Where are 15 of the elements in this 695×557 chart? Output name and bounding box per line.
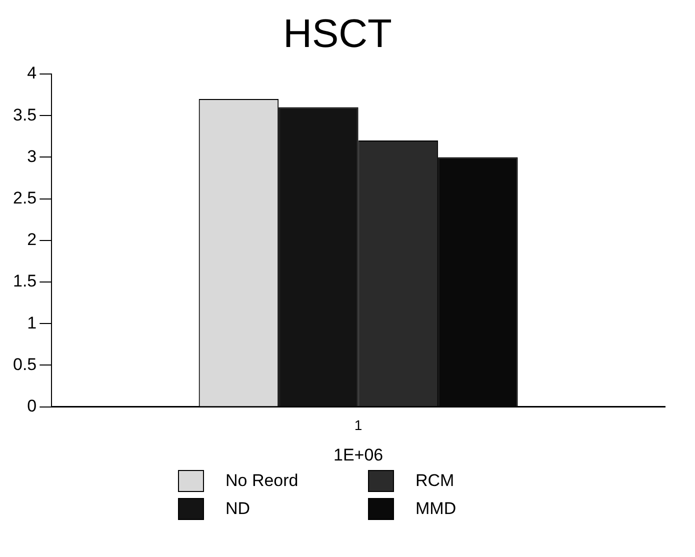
y-tick-label: 1	[27, 313, 37, 332]
x-axis-title: 1E+06	[333, 445, 384, 464]
legend-label: MMD	[416, 499, 456, 519]
y-tick-label: 0.5	[12, 354, 37, 374]
legend-label: No Reord	[226, 471, 298, 491]
y-tick-label: 3	[27, 146, 37, 166]
y-tick-label: 2.5	[12, 188, 37, 208]
y-tick-label: 1.5	[12, 272, 37, 291]
legend-label: RCM	[416, 471, 454, 491]
legend-label: ND	[226, 499, 250, 519]
chart-title: HSCT	[283, 12, 392, 56]
y-tick-label: 0	[27, 396, 37, 416]
y-tick-label: 4	[27, 64, 37, 83]
y-tick-label: 3.5	[12, 105, 37, 124]
y-tick-label: 2	[27, 230, 37, 250]
